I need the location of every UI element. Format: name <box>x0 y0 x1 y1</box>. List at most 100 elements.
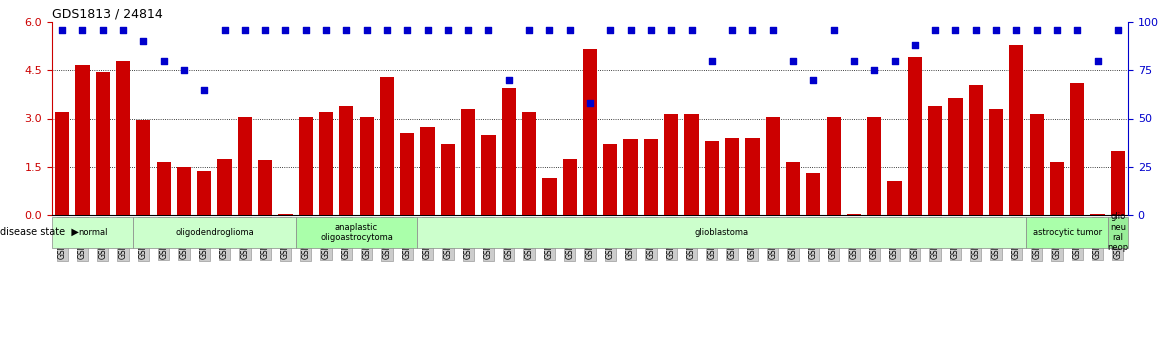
Bar <box>76 66 90 215</box>
Bar <box>745 138 759 215</box>
Bar <box>665 114 679 215</box>
Bar <box>299 117 313 215</box>
Point <box>926 27 945 32</box>
Point <box>662 27 681 32</box>
Bar <box>420 127 434 215</box>
Point <box>297 27 315 32</box>
Bar <box>440 144 456 215</box>
Point <box>154 58 173 63</box>
Bar <box>1070 83 1084 215</box>
Text: astrocytic tumor: astrocytic tumor <box>1033 228 1101 237</box>
Bar <box>339 106 354 215</box>
Bar <box>278 214 292 215</box>
Bar <box>583 49 597 215</box>
Point <box>398 27 417 32</box>
Point <box>276 27 294 32</box>
Bar <box>704 141 719 215</box>
Bar <box>401 133 415 215</box>
Text: disease state  ▶: disease state ▶ <box>0 227 79 237</box>
Point <box>134 39 153 44</box>
Point <box>256 27 274 32</box>
Point <box>74 27 92 32</box>
Bar <box>989 109 1003 215</box>
Point <box>784 58 802 63</box>
Bar <box>644 139 658 215</box>
Point <box>1068 27 1086 32</box>
Text: GDS1813 / 24814: GDS1813 / 24814 <box>53 8 162 21</box>
Point <box>236 27 255 32</box>
Point <box>602 27 620 32</box>
Point <box>1028 27 1047 32</box>
Bar <box>176 167 192 215</box>
Bar <box>847 214 861 215</box>
Bar <box>908 57 922 215</box>
Point <box>825 27 843 32</box>
Text: oligodendroglioma: oligodendroglioma <box>175 228 253 237</box>
Bar <box>55 112 69 215</box>
Point <box>93 27 112 32</box>
Bar <box>888 181 902 215</box>
Bar <box>867 117 882 215</box>
Text: normal: normal <box>78 228 107 237</box>
Point <box>987 27 1006 32</box>
Point <box>377 27 396 32</box>
Bar <box>624 139 638 215</box>
Point <box>580 100 599 106</box>
Bar <box>137 120 151 215</box>
Bar <box>603 144 618 215</box>
Point <box>317 27 335 32</box>
Point <box>357 27 376 32</box>
Bar <box>481 135 495 215</box>
Bar <box>786 162 800 215</box>
Bar <box>217 159 231 215</box>
Bar <box>806 173 820 215</box>
Point <box>195 87 214 92</box>
Bar <box>1050 162 1064 215</box>
Point <box>338 27 356 32</box>
Bar <box>522 112 536 215</box>
Point <box>743 27 762 32</box>
Bar <box>197 171 211 215</box>
Point <box>804 77 822 83</box>
Bar <box>258 160 272 215</box>
Point <box>1089 58 1107 63</box>
Point <box>946 27 965 32</box>
Bar <box>238 117 252 215</box>
Bar <box>827 117 841 215</box>
Bar <box>319 112 333 215</box>
Bar <box>502 88 516 215</box>
Bar <box>725 138 739 215</box>
Point <box>418 27 437 32</box>
Point <box>966 27 985 32</box>
Point <box>864 68 883 73</box>
Point <box>682 27 701 32</box>
Bar <box>360 117 374 215</box>
Point <box>905 42 924 48</box>
Point <box>500 77 519 83</box>
Bar <box>157 162 171 215</box>
Bar <box>948 98 962 215</box>
Bar <box>461 109 475 215</box>
Bar <box>1111 151 1125 215</box>
Point <box>540 27 558 32</box>
Point <box>641 27 660 32</box>
Bar <box>542 178 556 215</box>
Point <box>113 27 132 32</box>
Point <box>520 27 538 32</box>
Text: anaplastic
oligoastrocytoma: anaplastic oligoastrocytoma <box>320 223 392 242</box>
Point <box>723 27 742 32</box>
Bar <box>765 117 780 215</box>
Point <box>175 68 194 73</box>
Point <box>844 58 863 63</box>
Point <box>885 58 904 63</box>
Bar <box>1091 214 1105 215</box>
Point <box>438 27 457 32</box>
Bar <box>96 72 110 215</box>
Point <box>702 58 721 63</box>
Bar <box>929 106 943 215</box>
Bar <box>1009 45 1023 215</box>
Bar <box>968 85 982 215</box>
Point <box>1108 27 1127 32</box>
Bar <box>116 61 130 215</box>
Text: glio
neu
ral
neop: glio neu ral neop <box>1107 212 1128 252</box>
